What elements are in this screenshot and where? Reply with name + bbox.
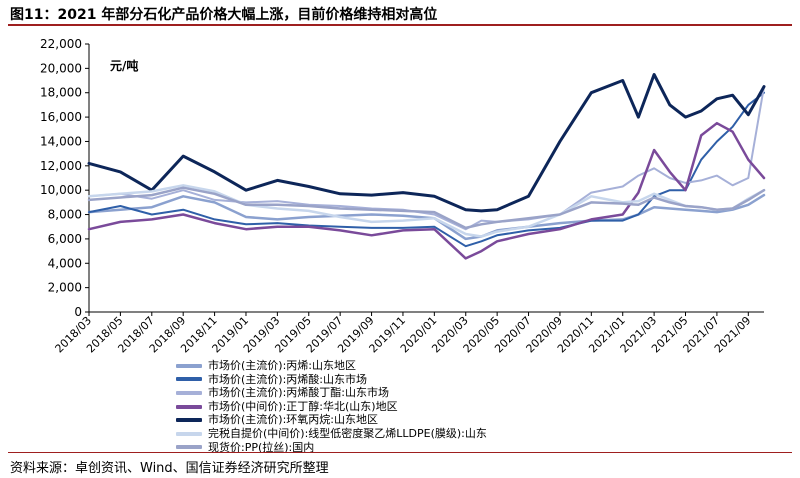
legend-item: 现货价:PP(拉丝):国内 <box>176 441 487 455</box>
legend-item: 市场价(中间价):正丁醇:华北(山东)地区 <box>176 400 487 414</box>
legend-swatch <box>176 390 202 395</box>
series-line-3 <box>88 85 765 231</box>
series-line-5 <box>87 73 766 213</box>
legend-item: 市场价(主流价):环氧丙烷:山东地区 <box>176 413 487 427</box>
y-tick-label: 16,000 <box>40 110 82 124</box>
y-tick-label: 2,000 <box>48 281 82 295</box>
y-tick-label: 6,000 <box>48 232 82 246</box>
series-line-4 <box>87 121 766 260</box>
legend-label: 完税自提价(中间价):线型低密度聚乙烯LLDPE(膜级):山东 <box>208 426 487 440</box>
x-axis: 2018/032018/052018/072018/092018/112019/… <box>53 311 764 355</box>
series-line-7 <box>87 186 766 230</box>
source-rule <box>8 452 792 453</box>
y-axis-unit: 元/吨 <box>110 59 139 73</box>
legend-label: 市场价(主流价):丙烯:山东地区 <box>208 359 356 372</box>
legend-item: 完税自提价(中间价):线型低密度聚乙烯LLDPE(膜级):山东 <box>176 427 487 441</box>
y-tick-label: 18,000 <box>40 86 82 100</box>
legend-label: 市场价(主流价):丙烯酸:山东市场 <box>208 372 367 386</box>
y-tick-label: 20,000 <box>40 61 82 75</box>
figure-title: 图11：2021 年部分石化产品价格大幅上涨，目前价格维持相对高位 <box>10 7 438 23</box>
legend-label: 市场价(主流价):丙烯酸丁酯:山东市场 <box>208 386 389 400</box>
y-axis: 0 2,000 4,000 6,000 8,000 10,000 12,000 14,000 1… <box>40 37 90 319</box>
legend-item: 市场价(主流价):丙烯酸丁酯:山东市场 <box>176 386 487 400</box>
y-tick-label: 4,000 <box>48 256 82 270</box>
legend-swatch <box>176 418 202 423</box>
figure-source: 资料来源：卓创资讯、Wind、国信证券经济研究所整理 <box>10 461 329 476</box>
y-tick-label: 8,000 <box>48 208 82 222</box>
y-tick-label: 0 <box>74 305 82 319</box>
series-layer <box>87 73 766 260</box>
y-tick-label: 10,000 <box>40 183 82 197</box>
legend-swatch <box>176 431 202 436</box>
series-line-2 <box>88 91 765 248</box>
legend-label: 现货价:PP(拉丝):国内 <box>208 440 315 454</box>
title-rule <box>8 24 792 26</box>
y-tick-label: 12,000 <box>40 159 82 173</box>
legend-swatch <box>176 445 202 450</box>
legend-swatch <box>176 404 202 409</box>
legend-label: 市场价(中间价):正丁醇:华北(山东)地区 <box>208 399 398 413</box>
legend-swatch <box>176 377 202 382</box>
y-tick-label: 22,000 <box>40 37 82 51</box>
legend-label: 市场价(主流价):环氧丙烷:山东地区 <box>208 413 378 427</box>
legend-item: 市场价(主流价):丙烯:山东地区 <box>176 359 487 373</box>
legend-swatch <box>176 363 202 368</box>
y-tick-label: 14,000 <box>40 134 82 148</box>
legend-item: 市场价(主流价):丙烯酸:山东市场 <box>176 373 487 387</box>
legend: 市场价(主流价):丙烯:山东地区 市场价(主流价):丙烯酸:山东市场 市场价(主流价… <box>176 359 487 454</box>
